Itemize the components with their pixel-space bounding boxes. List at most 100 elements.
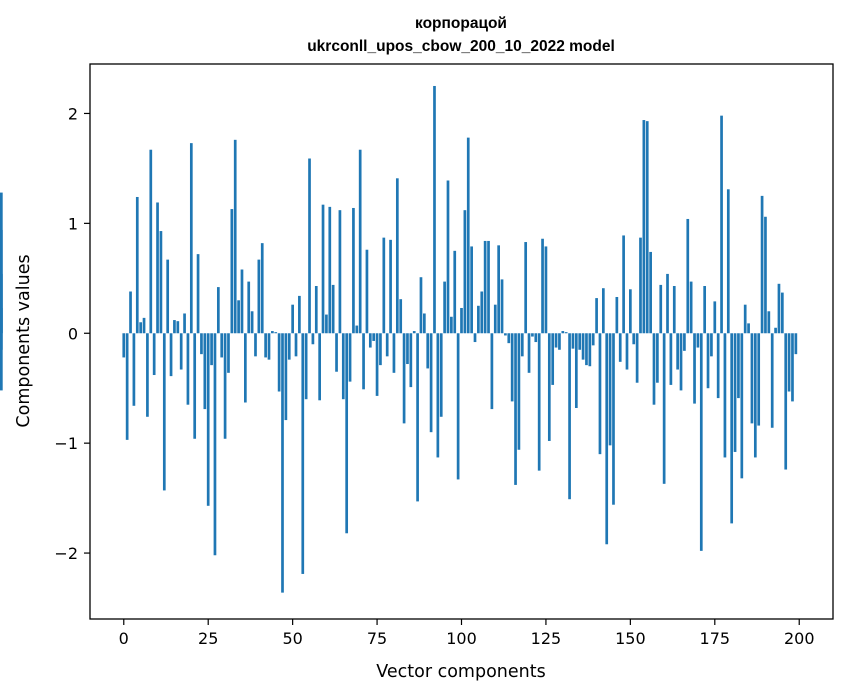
bar-component-129 (558, 333, 561, 350)
bar-component-106 (480, 291, 484, 334)
bar-component-131 (564, 332, 568, 334)
bar-component-123 (537, 333, 541, 471)
bar-component-114 (507, 333, 511, 344)
bar-component-78 (385, 333, 389, 357)
bar-component-11 (159, 231, 163, 334)
bar-component-183 (740, 333, 744, 479)
bar-component-115 (510, 333, 514, 402)
bar-component-105 (477, 305, 480, 334)
x-tick-label: 175 (700, 629, 731, 648)
bar-component-33 (233, 139, 237, 334)
bar-component-182 (737, 333, 740, 399)
bar-component-91 (429, 333, 433, 433)
x-tick-label: 50 (282, 629, 302, 648)
bar-component-169 (693, 333, 696, 404)
bar-component-92 (433, 85, 436, 334)
bar-component-36 (244, 333, 247, 403)
bar-component-7 (146, 333, 149, 417)
chart-title-line-1: корпорацой (415, 15, 507, 32)
bar-component-196 (784, 333, 788, 470)
bar-component-185 (747, 323, 750, 334)
bar-component-90 (426, 333, 430, 369)
bar-component-44 (271, 331, 274, 334)
bar-component-80 (392, 333, 396, 373)
bar-component-0 (122, 333, 126, 358)
bar-component-176 (716, 333, 720, 399)
bar-component-9 (152, 333, 156, 376)
bar-component-45 (274, 332, 278, 334)
bar-component-164 (676, 333, 679, 370)
bar-component-110 (493, 304, 497, 334)
bar-component-31 (227, 333, 230, 373)
y-tick-label: 1 (68, 214, 78, 233)
bar-component-172 (703, 286, 707, 334)
bar-component-104 (473, 333, 477, 343)
bar-component-81 (395, 178, 399, 334)
bar-component-63 (335, 333, 338, 372)
bar-component-148 (622, 235, 625, 334)
bar-component-112 (500, 279, 504, 334)
bar-component-14 (169, 333, 173, 377)
bar-component-174 (710, 333, 713, 357)
bar-component-52 (298, 295, 301, 334)
bar-component-167 (686, 218, 690, 334)
bar-component-193 (774, 327, 777, 334)
bar-component-137 (585, 333, 588, 366)
bar-component-23 (200, 333, 203, 355)
bar-component-5 (139, 322, 143, 334)
x-tick-label: 100 (446, 629, 477, 648)
bar-component-184 (743, 304, 747, 334)
bar-component-6 (142, 317, 146, 334)
bar-component-119 (524, 242, 528, 334)
bar-component-70 (358, 149, 362, 334)
bar-component-166 (683, 333, 686, 351)
bar-component-28 (216, 287, 220, 334)
bar-component-171 (699, 333, 703, 551)
bar-component-158 (656, 333, 659, 383)
bar-component-98 (453, 250, 457, 334)
bar-component-108 (487, 240, 490, 334)
bar-component-128 (554, 333, 558, 348)
x-tick-label: 75 (367, 629, 387, 648)
bar-component-170 (696, 333, 700, 348)
bar-component-136 (581, 333, 585, 360)
bar-component-103 (470, 246, 473, 334)
bar-component-173 (706, 333, 710, 389)
bar-component-38 (250, 311, 254, 334)
bar-component-132 (568, 333, 571, 500)
bar-component-15 (173, 320, 176, 334)
x-tick-label: 25 (198, 629, 218, 648)
bar-component-77 (382, 237, 386, 334)
bar-component-10 (156, 202, 159, 334)
bar-component-73 (368, 333, 372, 348)
bar-component-107 (483, 240, 487, 334)
x-tick-label: 150 (615, 629, 646, 648)
bar-component-64 (338, 210, 342, 334)
bar-component-140 (595, 298, 598, 334)
y-tick-label: −1 (54, 434, 78, 453)
bar-component-72 (365, 249, 369, 334)
bar-component-85 (409, 333, 413, 388)
bar-component-191 (767, 311, 771, 334)
bar-component-86 (412, 331, 416, 334)
bar-component-100 (460, 307, 463, 334)
bar-component-34 (237, 300, 240, 334)
bar-component-161 (666, 273, 669, 334)
bar-component-138 (588, 333, 592, 367)
bar-component-59 (321, 204, 325, 334)
bar-component-154 (642, 120, 646, 334)
bar-component-47 (281, 333, 284, 593)
bar-component-27 (213, 333, 217, 556)
x-tick-label: 125 (531, 629, 562, 648)
bar-component-43 (267, 333, 271, 360)
bar-component-155 (645, 121, 649, 334)
bar-component-51 (294, 333, 298, 357)
bar-component-48 (284, 333, 288, 421)
bar-component-29 (220, 333, 224, 358)
bar-component-16 (176, 321, 180, 334)
bar-component-139 (591, 333, 595, 346)
x-tick-label: 0 (119, 629, 129, 648)
bar-component-3 (132, 333, 136, 406)
bar-component-102 (466, 137, 470, 334)
bar-component-49 (287, 333, 291, 360)
